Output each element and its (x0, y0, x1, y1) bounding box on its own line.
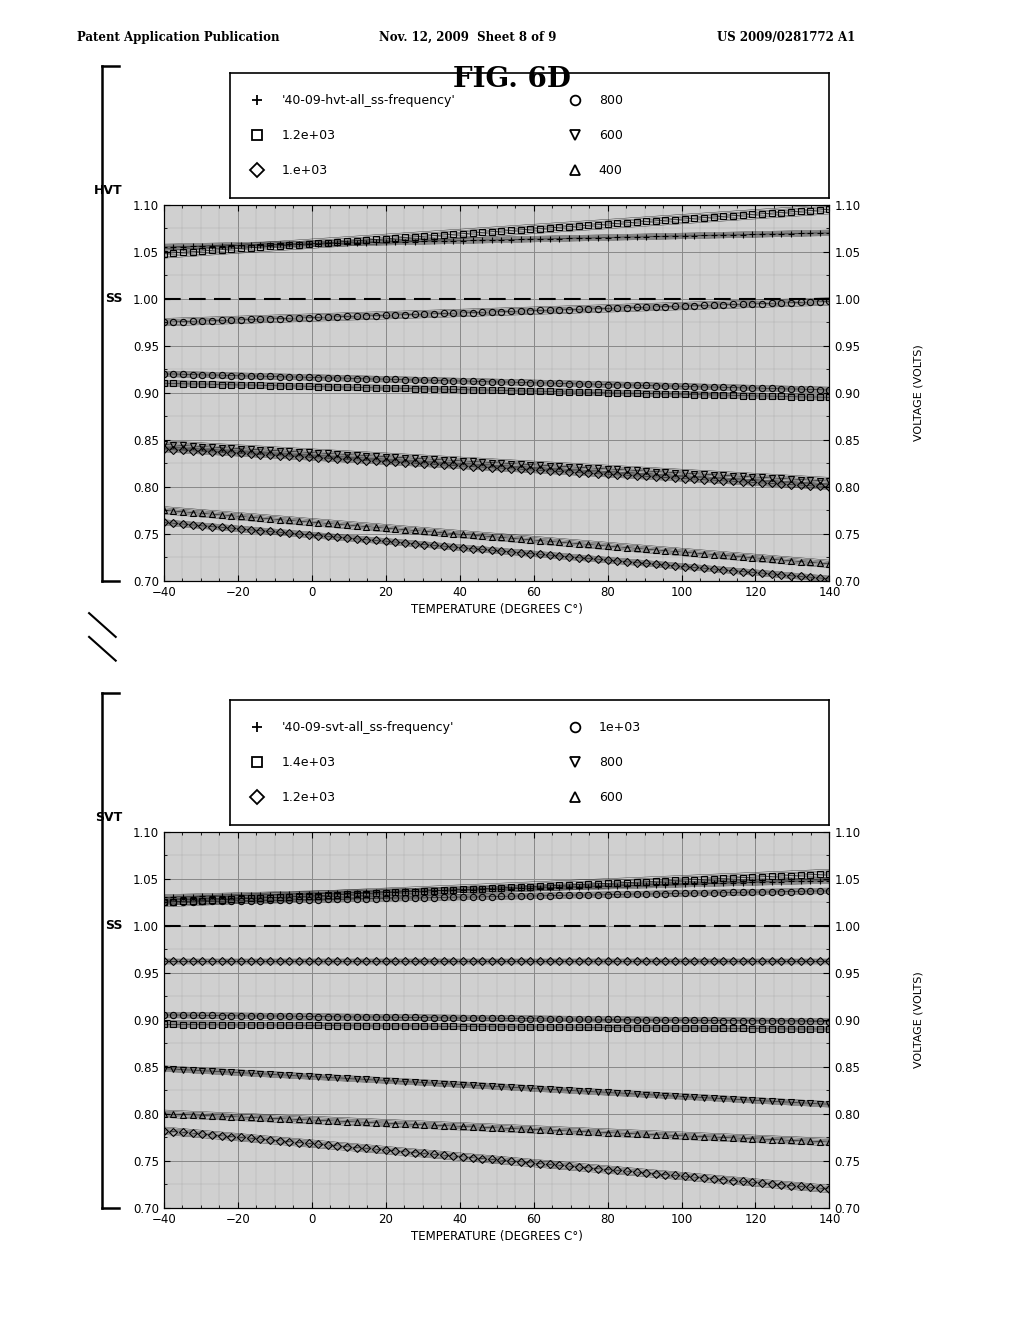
Text: Patent Application Publication: Patent Application Publication (77, 30, 280, 44)
Y-axis label: VOLTAGE (VOLTS): VOLTAGE (VOLTS) (913, 345, 924, 441)
Y-axis label: VOLTAGE (VOLTS): VOLTAGE (VOLTS) (913, 972, 924, 1068)
Text: Nov. 12, 2009  Sheet 8 of 9: Nov. 12, 2009 Sheet 8 of 9 (379, 30, 556, 44)
Text: 400: 400 (599, 164, 623, 177)
Text: 1.2e+03: 1.2e+03 (282, 791, 335, 804)
Text: '40-09-svt-all_ss-frequency': '40-09-svt-all_ss-frequency' (282, 721, 454, 734)
Text: SVT: SVT (95, 810, 123, 824)
Text: 1e+03: 1e+03 (599, 721, 641, 734)
Text: SS: SS (105, 919, 123, 932)
Text: 600: 600 (599, 129, 623, 141)
X-axis label: TEMPERATURE (DEGREES C°): TEMPERATURE (DEGREES C°) (411, 603, 583, 616)
Text: HVT: HVT (94, 183, 123, 197)
Text: 800: 800 (599, 94, 623, 107)
Text: 800: 800 (599, 756, 623, 768)
Text: 1.4e+03: 1.4e+03 (282, 756, 335, 768)
Text: 1.2e+03: 1.2e+03 (282, 129, 335, 141)
X-axis label: TEMPERATURE (DEGREES C°): TEMPERATURE (DEGREES C°) (411, 1230, 583, 1243)
Text: '40-09-hvt-all_ss-frequency': '40-09-hvt-all_ss-frequency' (282, 94, 456, 107)
Text: 1.e+03: 1.e+03 (282, 164, 328, 177)
Text: SS: SS (105, 292, 123, 305)
Text: FIG. 6D: FIG. 6D (453, 66, 571, 92)
Text: US 2009/0281772 A1: US 2009/0281772 A1 (717, 30, 855, 44)
Text: 600: 600 (599, 791, 623, 804)
